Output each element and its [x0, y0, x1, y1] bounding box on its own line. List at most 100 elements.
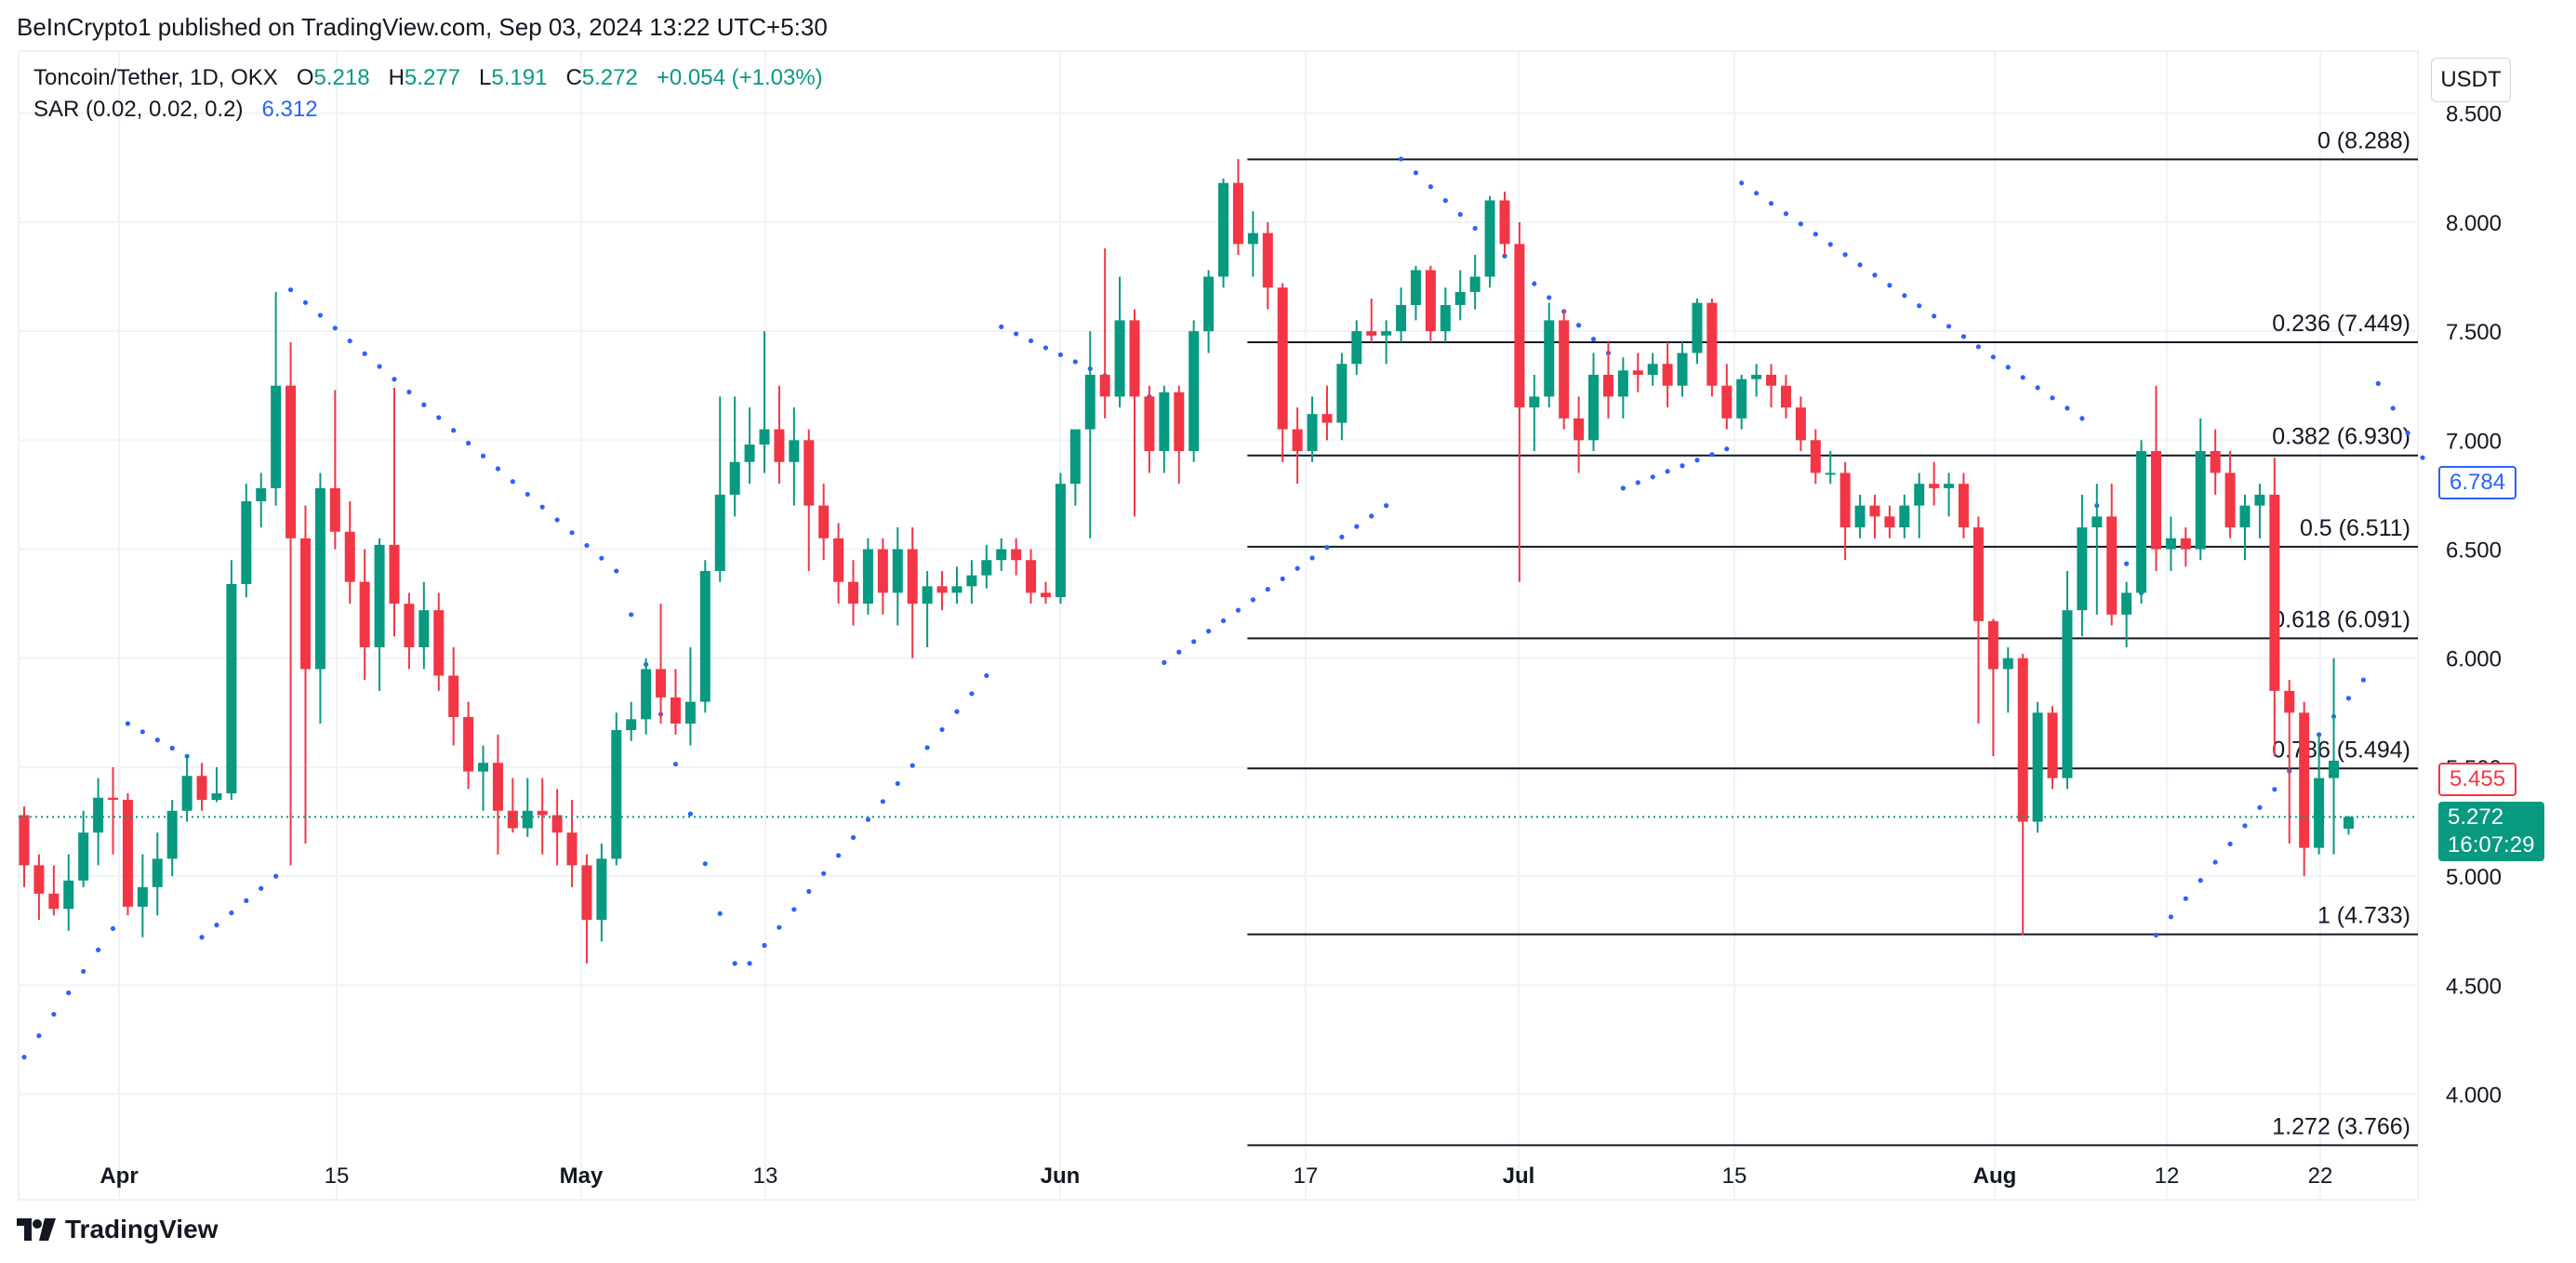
candle[interactable] [2091, 484, 2103, 615]
candle[interactable] [1632, 352, 1643, 392]
candle[interactable] [1188, 320, 1200, 462]
candle[interactable] [2239, 494, 2251, 561]
candle[interactable] [626, 701, 637, 741]
candle[interactable] [1040, 581, 1051, 605]
candle[interactable] [1069, 429, 1081, 506]
candle[interactable] [1084, 331, 1095, 538]
candle[interactable] [418, 581, 430, 670]
candle[interactable] [759, 331, 770, 473]
candle[interactable] [2017, 654, 2028, 936]
candle[interactable] [1617, 357, 1628, 419]
candle[interactable] [862, 538, 873, 615]
candle[interactable] [1454, 270, 1466, 321]
candle[interactable] [2254, 484, 2265, 538]
candle[interactable] [996, 538, 1007, 571]
candle[interactable] [2329, 658, 2340, 855]
candle[interactable] [1972, 516, 1984, 725]
candle[interactable] [1914, 472, 1925, 538]
candle[interactable] [1662, 341, 1673, 408]
candle[interactable] [566, 800, 578, 887]
candle[interactable] [404, 592, 415, 670]
candle[interactable] [2343, 816, 2354, 835]
fib-retracement[interactable]: 0 (8.288) 0.236 (7.449) 0.382 (6.930) 0.5 (… [1247, 127, 2418, 1147]
candle[interactable] [478, 745, 489, 811]
candle[interactable] [1559, 309, 1570, 430]
candle[interactable] [433, 592, 445, 691]
candle[interactable] [2032, 701, 2043, 833]
candle[interactable] [1692, 298, 1703, 365]
candle[interactable] [729, 396, 740, 517]
candle[interactable] [299, 505, 311, 844]
candle[interactable] [93, 778, 104, 866]
candle[interactable] [256, 472, 267, 528]
candle[interactable] [329, 390, 340, 550]
candle[interactable] [1055, 472, 1066, 605]
candle[interactable] [537, 778, 548, 855]
candle[interactable] [1884, 505, 1895, 538]
candle[interactable] [344, 500, 355, 605]
candle[interactable] [108, 766, 119, 855]
candle[interactable] [1514, 221, 1525, 582]
candle[interactable] [492, 734, 503, 855]
candle[interactable] [374, 538, 385, 691]
candle[interactable] [1425, 265, 1436, 342]
candle[interactable] [196, 763, 207, 811]
candle[interactable] [2269, 458, 2280, 757]
currency-button[interactable]: USDT [2431, 58, 2511, 102]
candle[interactable] [2299, 701, 2310, 877]
candle[interactable] [2284, 680, 2295, 844]
tradingview-logo[interactable]: TradingView [17, 1215, 218, 1244]
candle[interactable] [1321, 385, 1333, 441]
candle[interactable] [1307, 396, 1318, 462]
candle[interactable] [803, 429, 815, 571]
candle[interactable] [1099, 248, 1110, 419]
candle[interactable] [211, 766, 222, 803]
candle[interactable] [1588, 352, 1600, 452]
candle[interactable] [551, 789, 563, 866]
candle[interactable] [2106, 484, 2118, 626]
candle[interactable] [1795, 396, 1806, 452]
candle[interactable] [448, 646, 459, 746]
candle[interactable] [2165, 516, 2176, 571]
candle[interactable] [611, 712, 622, 866]
candle[interactable] [656, 604, 667, 725]
candle[interactable] [226, 560, 237, 801]
candle[interactable] [2180, 527, 2191, 567]
candle[interactable] [1529, 374, 1540, 452]
candle[interactable] [892, 527, 903, 626]
candle[interactable] [1825, 451, 1836, 485]
candle[interactable] [1336, 352, 1348, 441]
candle[interactable] [2224, 451, 2236, 538]
candle[interactable] [2210, 429, 2221, 495]
candle[interactable] [2195, 418, 2206, 561]
candle[interactable] [1203, 270, 1215, 353]
candle[interactable] [789, 407, 800, 506]
candle[interactable] [1247, 211, 1258, 277]
candle[interactable] [1929, 461, 1940, 506]
candle[interactable] [818, 484, 830, 561]
candle[interactable] [1839, 461, 1851, 561]
candle[interactable] [714, 396, 725, 582]
candle[interactable] [1129, 309, 1140, 517]
candle[interactable] [522, 778, 533, 837]
candle[interactable] [1410, 265, 1421, 321]
candle[interactable] [744, 407, 755, 485]
candle[interactable] [137, 854, 148, 937]
candle[interactable] [1351, 320, 1362, 375]
candle[interactable] [907, 527, 918, 658]
candle[interactable] [1573, 396, 1585, 473]
candle[interactable] [1174, 385, 1185, 485]
candle[interactable] [1944, 472, 1955, 517]
candle[interactable] [1232, 158, 1243, 256]
candle[interactable] [1544, 302, 1555, 408]
candle[interactable] [1677, 341, 1688, 397]
candle[interactable] [1959, 472, 1970, 538]
candle[interactable] [181, 756, 193, 822]
candle[interactable] [966, 560, 977, 605]
candle[interactable] [122, 793, 133, 916]
candle[interactable] [1647, 352, 1658, 386]
candle[interactable] [359, 549, 370, 681]
candle[interactable] [699, 560, 710, 713]
candle[interactable] [271, 291, 282, 506]
